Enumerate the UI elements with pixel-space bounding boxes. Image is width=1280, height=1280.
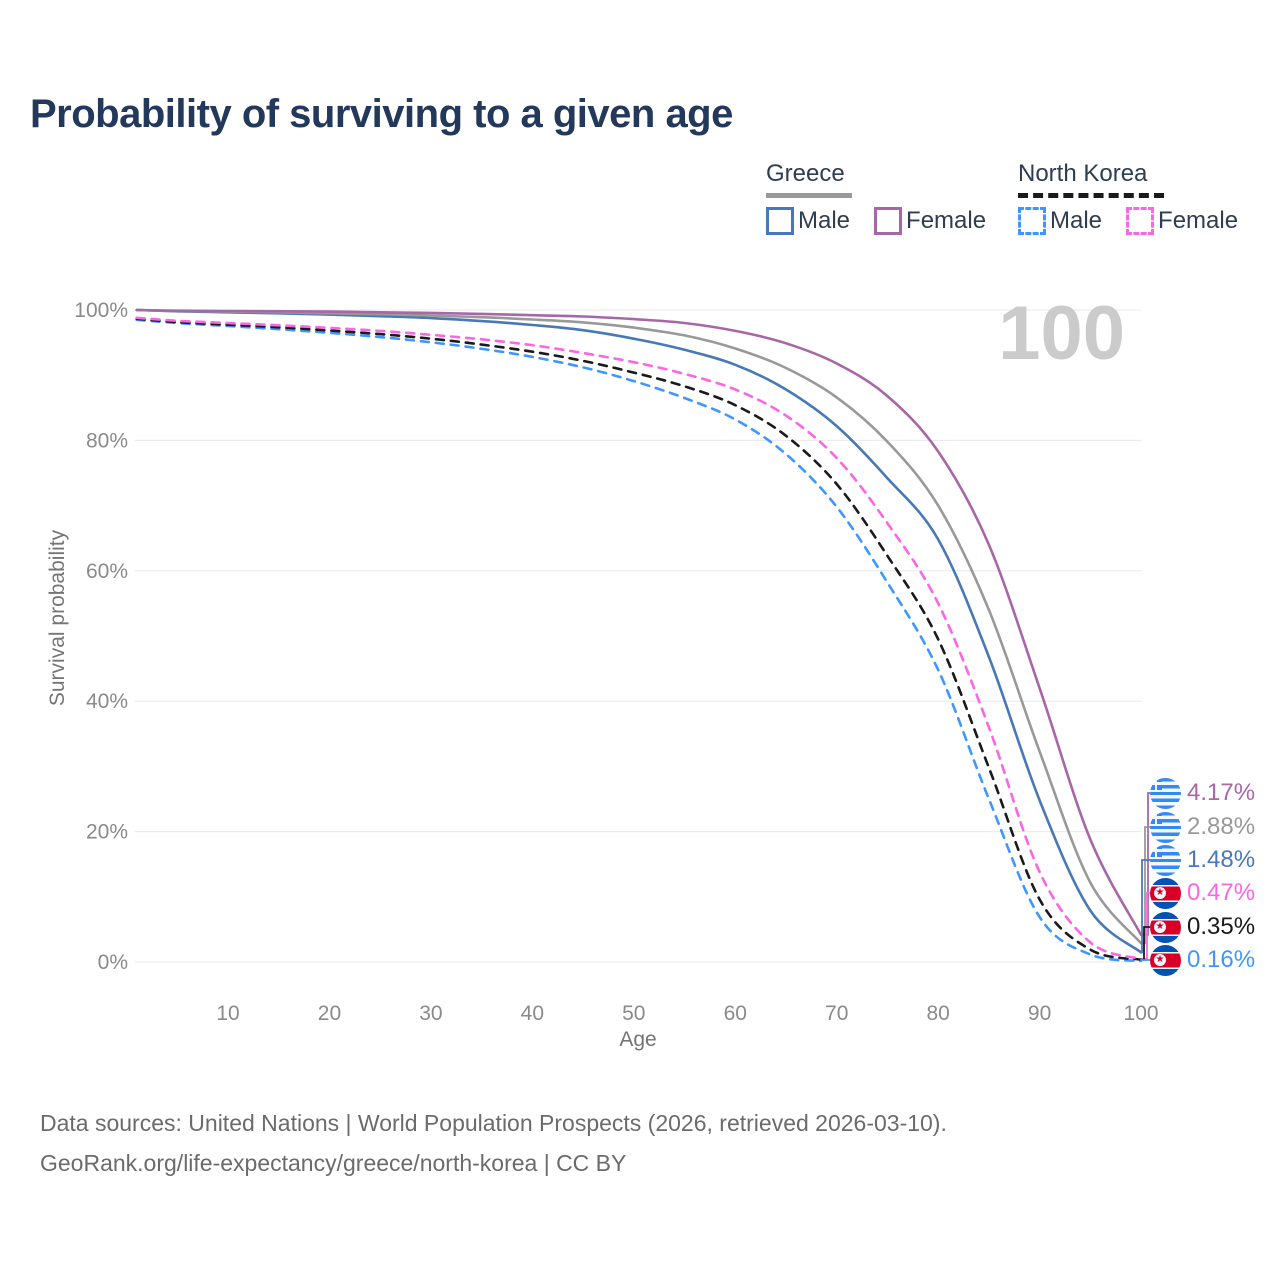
north-korea-flag-icon: ★	[1150, 911, 1181, 943]
label-connector-north-korea-male	[1140, 959, 1150, 961]
end-label-value: 2.88%	[1187, 813, 1256, 840]
end-label-value: 0.16%	[1187, 946, 1256, 973]
end-label-greece-male[interactable]: 1.48%	[1150, 844, 1255, 876]
end-label-north-korea[interactable]: ★ 0.35%	[1150, 911, 1255, 943]
legend-label-greece-female[interactable]: Female	[906, 207, 987, 234]
end-label-value: 0.47%	[1187, 879, 1256, 906]
legend-swatch-greece-male[interactable]	[766, 207, 794, 235]
legend-label-greece-male[interactable]: Male	[798, 207, 851, 234]
x-tick-label: 50	[622, 1002, 645, 1025]
end-label-north-korea-female[interactable]: ★ 0.47%	[1150, 877, 1255, 909]
north-korea-flag-icon: ★	[1150, 877, 1181, 909]
y-tick-label: 60%	[86, 560, 128, 583]
curve-north-korea-female[interactable]	[135, 316, 1143, 961]
legend-country-greece[interactable]: Greece	[766, 160, 845, 187]
label-connector-greece-male	[1141, 859, 1150, 954]
page-title: Probability of surviving to a given age	[30, 92, 733, 136]
y-tick-label: 0%	[98, 951, 128, 974]
x-tick-label: 100	[1124, 1002, 1159, 1025]
end-label-north-korea-male[interactable]: ★ 0.16%	[1150, 944, 1255, 976]
curve-north-korea-male[interactable]	[135, 318, 1143, 963]
legend-swatch-north-korea-female[interactable]	[1126, 207, 1155, 235]
end-label-greece-female[interactable]: 4.17%	[1150, 777, 1255, 809]
greece-flag-icon	[1150, 811, 1181, 843]
y-axis-title: Survival probability	[46, 529, 69, 707]
legend-label-north-korea-female[interactable]: Female	[1158, 207, 1239, 234]
y-tick-label: 100%	[74, 299, 128, 322]
x-tick-label: 90	[1028, 1002, 1051, 1025]
age-counter-watermark: 100	[998, 291, 1125, 376]
end-label-value: 0.35%	[1187, 913, 1256, 940]
curve-greece-male[interactable]	[135, 308, 1143, 954]
x-tick-label: 80	[926, 1002, 949, 1025]
greece-flag-icon	[1150, 844, 1181, 876]
end-label-greece[interactable]: 2.88%	[1150, 811, 1255, 843]
curve-greece[interactable]	[135, 308, 1143, 945]
y-tick-label: 40%	[86, 690, 128, 713]
footer-data-sources: Data sources: United Nations | World Pop…	[40, 1110, 947, 1136]
north-korea-flag-icon: ★	[1150, 944, 1181, 976]
legend-swatch-greece-female[interactable]	[874, 207, 903, 235]
x-tick-label: 60	[724, 1002, 747, 1025]
end-label-value: 4.17%	[1187, 779, 1256, 806]
x-tick-label: 30	[419, 1002, 442, 1025]
curve-north-korea[interactable]	[135, 317, 1143, 961]
curve-greece-female[interactable]	[135, 308, 1143, 937]
legend-label-north-korea-male[interactable]: Male	[1050, 207, 1103, 234]
legend-country-north-korea[interactable]: North Korea	[1018, 160, 1148, 187]
greece-flag-icon	[1150, 777, 1181, 809]
x-tick-label: 40	[521, 1002, 544, 1025]
end-label-value: 1.48%	[1187, 846, 1256, 873]
greece-line-swatch	[766, 193, 852, 198]
x-axis-title: Age	[619, 1028, 657, 1051]
legend-group-greece: Greece Male Female	[766, 160, 1010, 235]
north-korea-line-swatch	[1018, 193, 1164, 198]
legend-swatch-north-korea-male[interactable]	[1018, 207, 1046, 235]
x-tick-label: 70	[825, 1002, 848, 1025]
legend-group-north-korea: North Korea Male Female	[1018, 160, 1262, 235]
x-tick-label: 20	[318, 1002, 341, 1025]
footer-attribution: GeoRank.org/life-expectancy/greece/north…	[40, 1150, 627, 1176]
y-tick-label: 80%	[86, 429, 128, 452]
x-tick-label: 10	[216, 1002, 239, 1025]
label-connector-greece	[1141, 826, 1150, 945]
y-tick-label: 20%	[86, 821, 128, 844]
